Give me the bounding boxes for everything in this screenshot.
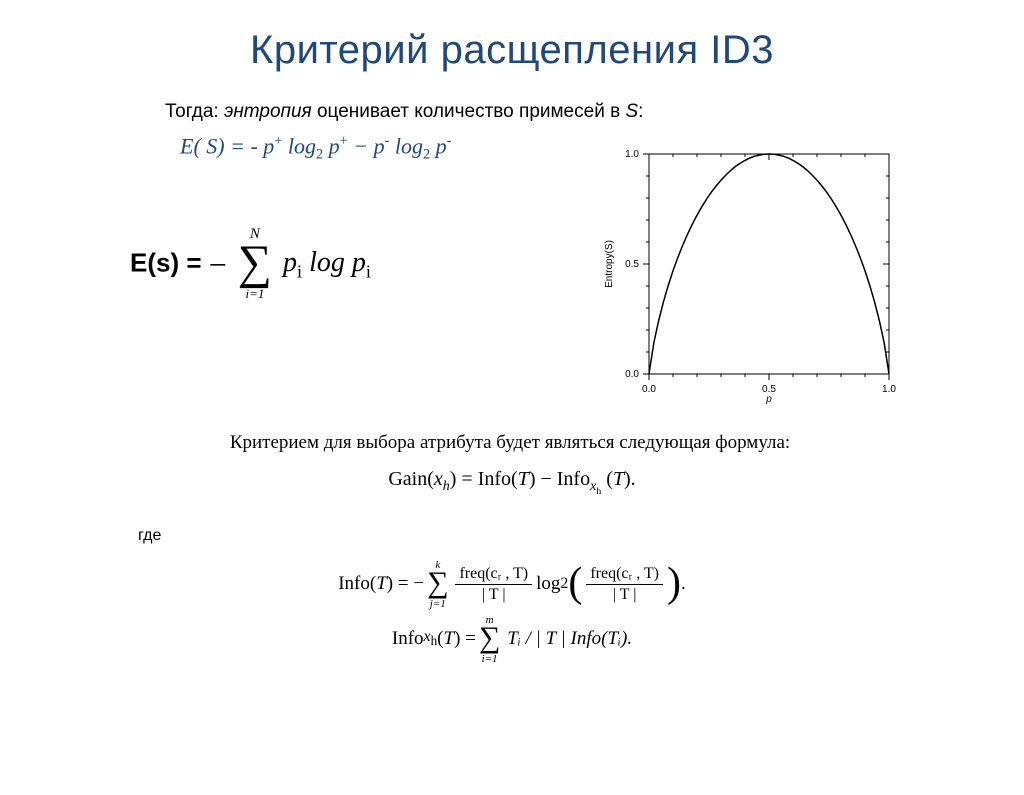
i1-sigma: k ∑ j=1: [427, 571, 448, 598]
be-t1s1: +: [274, 133, 282, 149]
intro-rest: оценивает количество примесей в: [312, 101, 626, 122]
intro-sentence: Тогда: энтропия оценивает количество при…: [165, 101, 1024, 123]
be-t1a: - p: [250, 133, 274, 158]
i1-f1n: freq(cᵣ , T): [455, 565, 532, 585]
g-t1a: Info(: [478, 468, 518, 490]
g-sub: h: [443, 479, 450, 494]
g-t1b: ) −: [529, 468, 557, 490]
se-upper: N: [238, 226, 272, 243]
svg-text:1.0: 1.0: [625, 149, 639, 160]
i1-f1d: | T |: [455, 585, 532, 604]
intro-suffix: :: [638, 101, 643, 122]
where-label: где: [138, 527, 1024, 545]
svg-text:0.0: 0.0: [625, 369, 639, 380]
i2-body: Tᵢ / | T | Info(Tᵢ).: [507, 628, 632, 650]
be-t2c: p: [436, 133, 447, 158]
intro-prefix: Тогда:: [165, 101, 224, 122]
i1-tail: .: [681, 573, 686, 595]
i1-mid: log: [536, 573, 560, 595]
se-lhs: E(s) =: [130, 247, 209, 277]
se-s2: i: [366, 262, 371, 282]
i2-lhs-a: Info: [392, 628, 424, 650]
i2-sa: x: [424, 628, 431, 645]
sum-entropy-formula: E(s) = − N ∑ i=1 pi log pi: [130, 244, 371, 286]
g-var: x: [434, 468, 443, 490]
i2-lhs-c: ) =: [454, 628, 476, 650]
be-lhs: E( S) =: [180, 133, 250, 158]
svg-text:Entropy(S): Entropy(S): [604, 240, 615, 288]
info-formulas: Info(T) = − k ∑ j=1 freq(cᵣ , T) | T | l…: [0, 565, 1024, 653]
svg-text:1.0: 1.0: [882, 384, 896, 395]
mid-row: E(s) = − N ∑ i=1 pi log pi 0.00.51.00.00…: [0, 164, 1024, 424]
info1-row: Info(T) = − k ∑ j=1 freq(cᵣ , T) | T | l…: [0, 565, 1024, 604]
slide-title: Критерий расщепления ID3: [0, 28, 1024, 73]
i1-lower: j=1: [427, 598, 448, 610]
intro-emph: энтропия: [224, 101, 312, 122]
info2-row: Infoxh (T) = m ∑ i=1 Tᵢ / | T | Info(Tᵢ)…: [0, 626, 1024, 653]
i1-upper: k: [427, 559, 448, 571]
g-a: Gain(: [388, 468, 434, 490]
i1-f2d: | T |: [586, 585, 663, 604]
se-pc: p: [352, 247, 366, 278]
i2-lhs-sub: xh: [424, 628, 438, 649]
be-minus: −: [353, 133, 373, 158]
entropy-chart: 0.00.51.00.00.51.0Entropy(S)p: [594, 144, 904, 409]
i2-upper: m: [479, 614, 500, 626]
g-t1v: T: [518, 468, 529, 490]
i1-mid-sub: 2: [560, 575, 568, 593]
i2-sb: h: [431, 634, 438, 649]
i2-lower: i=1: [479, 653, 500, 665]
g-t2b: (: [601, 468, 613, 490]
se-pa: p: [283, 247, 297, 278]
g-b: ) =: [450, 468, 478, 490]
i1-lhs-a: Info(: [338, 573, 376, 595]
svg-text:0.5: 0.5: [625, 259, 639, 270]
sigma-icon: ∑: [238, 236, 272, 289]
i2-lhs-v: T: [443, 628, 454, 650]
be-t1sub: 2: [316, 147, 323, 163]
se-log: log: [309, 247, 352, 278]
i2-sigma: m ∑ i=1: [479, 626, 500, 653]
g-t2c: ).: [624, 468, 636, 490]
entropy-svg: 0.00.51.00.00.51.0Entropy(S)p: [594, 144, 904, 404]
be-t2b: log: [395, 133, 423, 158]
be-t1b: log: [288, 133, 316, 158]
i1-frac1: freq(cᵣ , T) | T |: [455, 565, 532, 604]
i1-lhs-b: ) = −: [387, 573, 424, 595]
i1-f2n: freq(cᵣ , T): [586, 565, 663, 585]
lparen-icon: (: [568, 567, 582, 601]
g-t2v: T: [613, 468, 624, 490]
be-t2s2: -: [447, 133, 452, 149]
g-t2a: Info: [557, 468, 590, 490]
svg-text:p: p: [765, 394, 772, 404]
be-t2s1: -: [385, 133, 390, 149]
svg-text:0.0: 0.0: [642, 384, 656, 395]
i1-lhs-v: T: [376, 573, 387, 595]
be-t2sub: 2: [423, 147, 430, 163]
criterion-text: Критерием для выбора атрибута будет явля…: [120, 432, 900, 454]
intro-setvar: S: [625, 101, 638, 122]
se-lower: i=1: [238, 286, 272, 302]
rparen-icon: ): [667, 567, 681, 601]
g-t2s: xh: [590, 479, 601, 494]
se-neg: −: [209, 246, 227, 282]
i1-frac2: freq(cᵣ , T) | T |: [586, 565, 663, 604]
se-s1: i: [297, 262, 302, 282]
be-t2a: p: [374, 133, 385, 158]
be-t1c: p: [329, 133, 340, 158]
be-t1s2: +: [340, 133, 348, 149]
se-sigma: N ∑ i=1: [238, 244, 272, 286]
gain-formula: Gain(xh) = Info(T) − Infoxh (T).: [0, 468, 1024, 497]
